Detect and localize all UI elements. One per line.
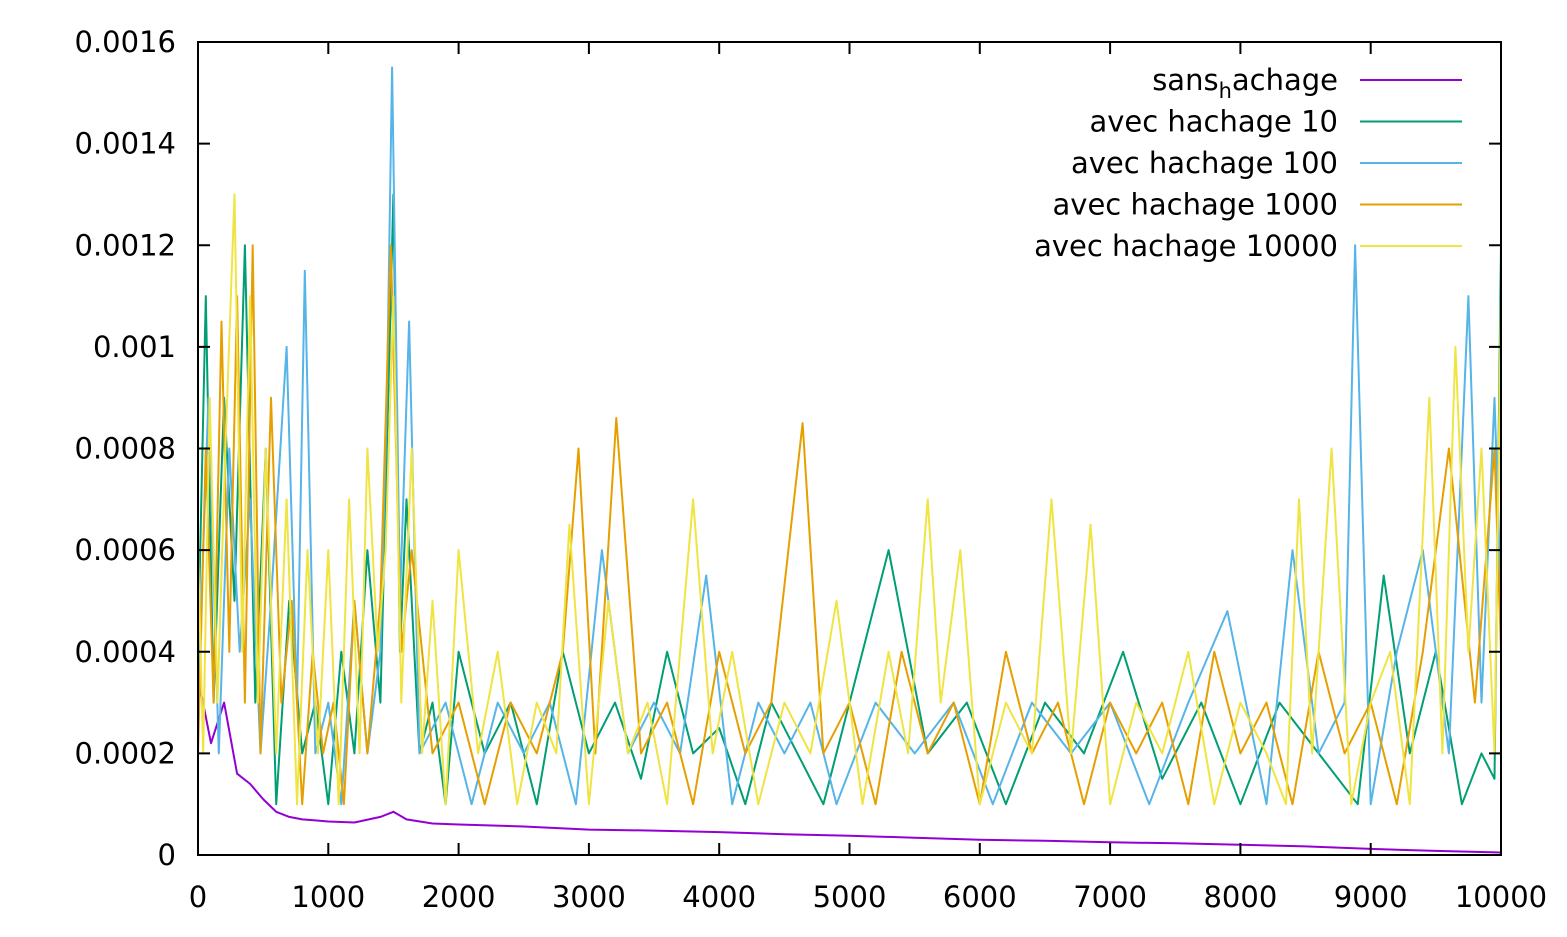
series-line-4 [197, 193, 1502, 806]
legend-label-2: avec hachage 100 [1071, 146, 1338, 180]
x-tick-label: 9000 [1334, 880, 1408, 914]
x-tick-label: 0 [189, 880, 207, 914]
y-tick-label: 0.001 [93, 330, 176, 364]
y-tick-label: 0.0016 [75, 25, 176, 59]
legend-label-3: avec hachage 1000 [1053, 188, 1338, 222]
x-tick-label: 2000 [422, 880, 496, 914]
series-line-2 [197, 66, 1502, 806]
y-tick-label: 0.0004 [75, 635, 176, 669]
y-axis: 0 0.0002 0.0004 0.0006 0.0008 0.001 0.0012 0.00… [75, 25, 1501, 872]
x-tick-label: 6000 [943, 880, 1017, 914]
x-axis: 0 1000 2000 3000 4000 5000 6000 7000 8000 9000 100… [189, 42, 1547, 914]
series-layer [197, 66, 1502, 854]
legend-label-4: avec hachage 10000 [1034, 229, 1338, 263]
y-tick-label: 0.0014 [75, 127, 176, 161]
y-tick-label: 0.0006 [75, 533, 176, 567]
x-tick-label: 7000 [1073, 880, 1147, 914]
legend-label-1: avec hachage 10 [1089, 105, 1338, 139]
y-tick-label: 0.0002 [75, 736, 176, 770]
x-tick-label: 4000 [682, 880, 756, 914]
x-tick-label: 10000 [1455, 880, 1547, 914]
series-line-3 [197, 244, 1502, 806]
series-line-1 [197, 193, 1502, 806]
y-tick-label: 0.0012 [75, 228, 176, 262]
x-tick-label: 1000 [291, 880, 365, 914]
x-tick-label: 8000 [1203, 880, 1277, 914]
legend-label-0: sanshachage [1152, 63, 1338, 103]
x-tick-label: 3000 [552, 880, 626, 914]
y-tick-label: 0.0008 [75, 432, 176, 466]
y-tick-label: 0 [158, 838, 176, 872]
series-line-0 [197, 677, 1502, 854]
x-tick-label: 5000 [813, 880, 887, 914]
